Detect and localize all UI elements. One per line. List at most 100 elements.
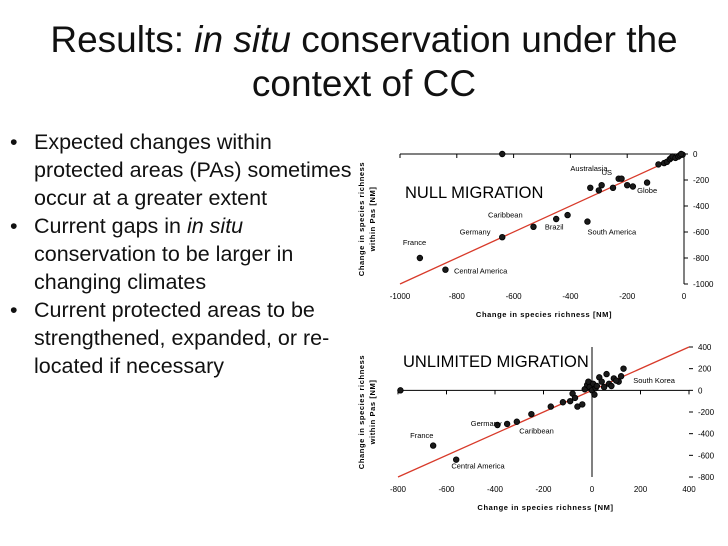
chart2-y-tick-label: -800 [698,473,715,482]
bullet-item: • Current protected areas to be strengthe… [8,296,353,380]
chart2-point-label: France [410,431,433,440]
title-post: conservation under the context of CC [251,19,678,104]
chart2-point-label: Caribbean [519,427,554,436]
chart1-data-point [416,254,424,262]
chart1-y-axis-title: within Pas [NM] [368,187,377,253]
chart2-y-tick-label: -200 [698,408,715,417]
chart2-x-tick-label: 200 [634,485,648,494]
chart1-data-point [595,187,602,194]
chart2-data-point [600,383,608,391]
chart2-data-point [453,456,460,463]
bullet-dot-icon: • [10,298,18,322]
chart1-data-point [499,233,506,241]
bullet-text-post: conservation to be larger in changing cl… [34,242,294,294]
chart2-y-tick-label: 200 [698,365,712,374]
chart1-data-point [643,179,651,186]
chart1-data-point [587,184,594,191]
chart2-trend-line [397,346,690,478]
chart1-data-point [655,161,662,168]
chart2-data-point [429,442,437,449]
chart2-x-tick-label: -200 [535,485,552,494]
chart2-x-tick-label: 0 [590,485,595,494]
chart2-data-point [528,410,535,418]
bullet-text: Expected changes within protected areas … [34,130,352,210]
chart1-data-point [530,223,537,230]
chart2-data-point [494,421,501,429]
chart2-data-point [397,387,404,394]
chart1-data-point [598,181,605,189]
chart2-data-point [603,370,610,378]
chart2-data-point [613,377,620,384]
slide-title: Results: in situ conservation under the … [10,18,718,106]
title-emphasis: in situ [194,19,291,60]
chart2-data-point [598,378,605,385]
chart2-data-point [617,373,625,380]
chart1-y-tick-label: -800 [693,254,710,263]
chart1-point-label: Globe [637,186,657,195]
chart2-x-tick-label: 400 [682,485,696,494]
bullet-list: • Expected changes within protected areas… [8,128,353,380]
chart2-data-point [593,382,601,390]
chart1-data-point [564,211,571,219]
chart1-y-tick-label: -1000 [693,280,714,289]
chart2-data-point [608,382,615,390]
chart2-data-point [547,403,554,410]
bullet-text-pre: Current gaps in [34,214,187,238]
chart1-y-tick-label: -200 [693,176,710,185]
bullet-item: • Current gaps in in situ conservation to… [8,212,353,296]
chart1-point-label: Brazil [545,222,564,231]
bullet-item: • Expected changes within protected areas… [8,128,353,212]
chart1-x-tick-label: -400 [562,292,579,301]
chart2-y-axis-title: Change in species richness [357,355,366,469]
chart1-data-point [624,181,631,189]
chart1-point-label: South America [587,228,637,237]
chart2-y-tick-label: -400 [698,430,715,439]
chart1-data-point [442,266,449,273]
chart1-data-point [629,183,637,190]
chart2-y-tick-label: -600 [698,451,715,460]
chart1-data-point [677,150,685,158]
chart2-data-point [513,418,521,425]
title-pre: Results: [50,19,195,60]
chart2-data-point [559,399,567,406]
chart2-point-label: Germany [471,419,502,428]
chart1-data-point [553,215,560,223]
chart2-title: UNLIMITED MIGRATION [403,353,589,371]
chart1-data-point [609,184,617,191]
chart2-x-tick-label: -600 [438,485,455,494]
chart2-x-tick-label: -400 [487,485,504,494]
chart1-y-tick-label: -600 [693,228,710,237]
chart2-data-point [571,394,579,402]
chart1-point-label: US [602,168,612,177]
chart1-x-axis-title: Change in species richness [NM] [476,310,612,319]
chart1-y-tick-label: -400 [693,202,710,211]
chart1-point-label: Australasia [570,164,608,173]
chart1-point-label: France [403,238,426,247]
chart2-data-point [591,391,598,398]
chart2-y-axis-title: within Pas [NM] [368,380,377,446]
chart1-trend-line [399,153,685,285]
chart1-data-point [499,150,506,158]
chart1-data-point [618,175,625,182]
chart2-y-tick-label: 400 [698,343,712,352]
chart1-x-tick-label: -1000 [390,292,411,301]
chart1-y-tick-label: 0 [693,150,698,159]
chart1-title: NULL MIGRATION [405,184,543,202]
chart2-data-point [503,420,511,428]
chart1-point-label: Caribbean [488,211,523,220]
bullet-text: Current protected areas to be strengthen… [34,298,330,378]
chart1-point-label: Central America [454,267,508,276]
bullet-dot-icon: • [10,214,18,238]
chart2-point-label: Central America [451,461,505,470]
chart2-point-label: South Korea [633,376,676,385]
chart1-x-tick-label: -600 [506,292,523,301]
chart2-y-tick-label: 0 [698,386,703,395]
chart1-point-label: Germany [460,228,491,237]
chart1-x-tick-label: -200 [619,292,636,301]
chart2-x-tick-label: -800 [390,485,407,494]
chart2-data-point [566,397,574,405]
bullet-text-emphasis: in situ [186,214,244,238]
chart2-data-point [620,365,627,372]
chart1-x-tick-label: 0 [682,292,687,301]
